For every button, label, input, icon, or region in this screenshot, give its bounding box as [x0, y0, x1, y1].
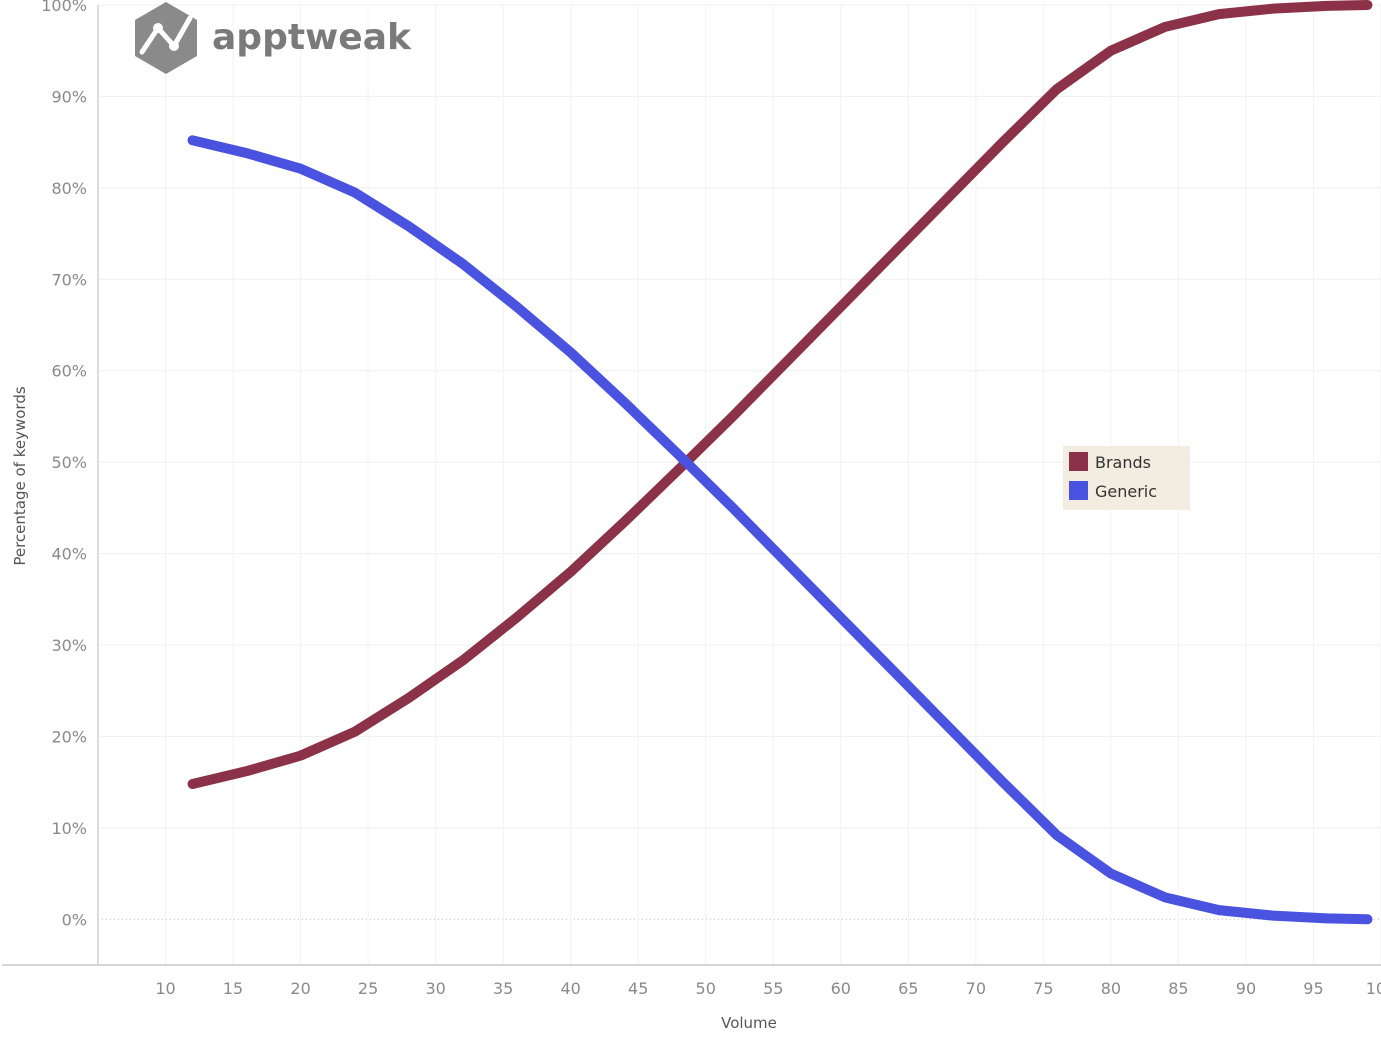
x-tick-label: 85: [1168, 979, 1188, 998]
x-tick-label: 75: [1033, 979, 1053, 998]
x-tick-labels: 10 15 20 25 30 35 40 45 50 55 60 65 70 75 80 85 90 95 100: [155, 979, 1381, 998]
x-tick-label: 80: [1101, 979, 1121, 998]
y-tick-label: 90%: [51, 87, 87, 106]
y-tick-label: 0%: [62, 910, 87, 929]
legend-swatch-generic: [1069, 481, 1088, 500]
legend-swatch-brands: [1069, 452, 1088, 471]
x-axis-title: Volume: [721, 1014, 777, 1032]
x-tick-label: 90: [1236, 979, 1256, 998]
x-tick-label: 35: [493, 979, 513, 998]
y-tick-label: 30%: [51, 636, 87, 655]
y-tick-label: 70%: [51, 270, 87, 289]
y-axis-title: Percentage of keywords: [11, 386, 29, 566]
y-tick-labels: 0% 10% 20% 30% 40% 50% 60% 70% 80% 90% 100%: [41, 0, 87, 929]
y-tick-label: 80%: [51, 179, 87, 198]
x-tick-label: 50: [696, 979, 716, 998]
x-tick-label: 40: [561, 979, 581, 998]
axes: [2, 5, 1381, 966]
logo-text: apptweak: [212, 17, 412, 58]
y-tick-label: 40%: [51, 545, 87, 564]
y-tick-label: 50%: [51, 453, 87, 472]
legend-label-generic: Generic: [1095, 482, 1157, 501]
y-tick-label: 60%: [51, 362, 87, 381]
x-tick-label: 10: [155, 979, 175, 998]
y-tick-label: 100%: [41, 0, 87, 15]
series-line-generic: [187, 135, 1373, 925]
x-tick-label: 100: [1366, 979, 1381, 998]
y-tick-label: 20%: [51, 727, 87, 746]
x-tick-label: 45: [628, 979, 648, 998]
x-tick-label: 30: [425, 979, 445, 998]
legend-label-brands: Brands: [1095, 453, 1151, 472]
series-line-brands: [187, 0, 1373, 789]
logo: apptweak: [135, 2, 412, 74]
apptweak-hexagon-icon: [135, 2, 197, 74]
x-tick-label: 70: [966, 979, 986, 998]
y-tick-label: 10%: [51, 819, 87, 838]
x-tick-label: 60: [831, 979, 851, 998]
x-tick-label: 55: [763, 979, 783, 998]
series-lines: [187, 0, 1373, 925]
x-tick-label: 95: [1303, 979, 1323, 998]
x-tick-label: 65: [898, 979, 918, 998]
legend: Brands Generic: [1063, 446, 1190, 510]
x-tick-label: 20: [290, 979, 310, 998]
x-tick-label: 25: [358, 979, 378, 998]
x-tick-label: 15: [223, 979, 243, 998]
